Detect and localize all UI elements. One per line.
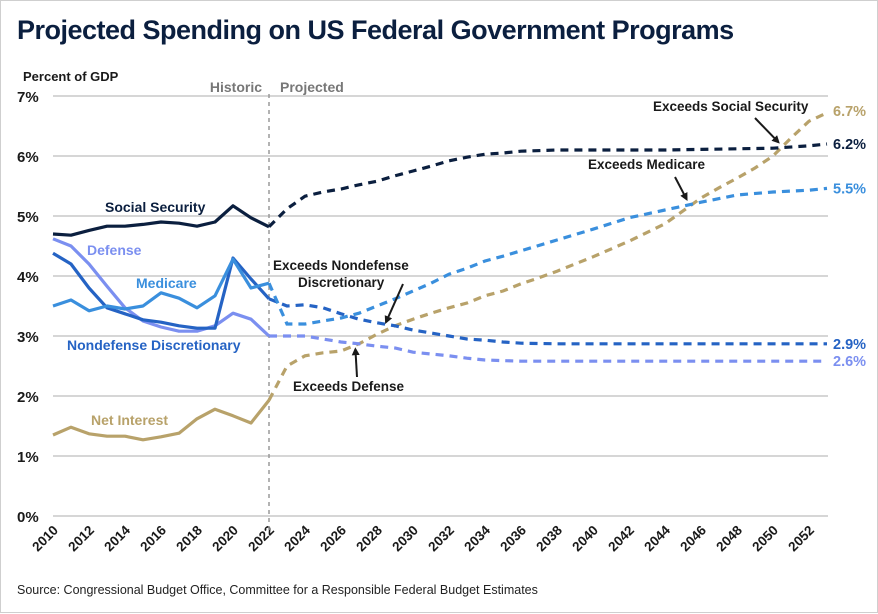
y-tick-label: 3% [17,329,39,346]
x-tick-label: 2018 [173,522,205,554]
x-tick-label: 2032 [425,523,457,555]
x-tick-label: 2034 [461,522,493,554]
x-tick-label: 2012 [65,523,97,555]
annotation-text: Exceeds Social Security [653,99,809,114]
defense-label: Defense [87,242,142,258]
projected-label: Projected [280,79,344,95]
x-tick-label: 2022 [245,523,277,555]
y-tick-label: 4% [17,269,39,286]
y-axis-label: Percent of GDP [23,69,119,84]
annotation-arrow [674,176,688,201]
medicare-label: Medicare [136,275,197,291]
defense-end-value: 2.6% [833,354,866,370]
net-interest-label: Net Interest [91,412,168,428]
x-tick-label: 2024 [281,522,313,554]
y-tick-label: 5% [17,209,39,226]
net-interest-historic-line [52,399,271,442]
x-tick-label: 2046 [677,522,709,554]
medicare-historic-line [52,257,270,313]
x-tick-label: 2026 [317,522,349,554]
nondefense-discretionary-label: Nondefense Discretionary [67,337,241,353]
gridlines [53,95,828,517]
x-tick-label: 2010 [29,523,61,555]
annotations: Exceeds Defense Exceeds Nondefense Discret… [273,99,809,394]
annotation-text: Exceeds Medicare [588,157,706,172]
y-axis-ticks: 0% 1% 2% 3% 4% 5% 6% 7% [17,89,39,526]
series-labels: Social Security 6.2% Medicare 5.5% Defense 2.… [67,104,866,428]
x-axis-ticks: 2010 2012 2014 2016 2018 2020 2022 2024 2026 2028… [29,522,817,554]
x-tick-label: 2042 [605,523,637,555]
source-note: Source: Congressional Budget Office, Com… [17,583,538,597]
nondefense-discretionary-projected-line [268,297,827,346]
defense-projected-line [269,334,827,363]
x-tick-label: 2048 [713,522,745,554]
medicare-projected-line [267,186,828,326]
x-tick-label: 2044 [641,522,673,554]
x-tick-label: 2016 [137,522,169,554]
x-tick-label: 2020 [209,523,241,555]
medicare-end-value: 5.5% [833,181,866,197]
annotation-text: Discretionary [298,275,385,290]
net-interest-projected-line [267,111,828,401]
annotation-text: Exceeds Nondefense [273,258,409,273]
annotation-arrow [754,117,780,144]
annotation-arrow [351,347,360,378]
x-tick-label: 2050 [749,523,781,555]
x-tick-label: 2028 [353,522,385,554]
social-security-end-value: 6.2% [833,137,866,153]
x-tick-label: 2038 [533,522,565,554]
x-tick-label: 2052 [785,523,817,555]
y-tick-label: 7% [17,89,39,106]
social-security-historic-line [52,204,270,237]
defense-historic-line [52,237,271,338]
social-security-label: Social Security [105,199,206,215]
x-tick-label: 2014 [101,522,133,554]
x-tick-label: 2030 [389,523,421,555]
annotation-text: Exceeds Defense [293,379,405,394]
historic-label: Historic [210,79,262,95]
nondefense-discretionary-end-value: 2.9% [833,337,866,353]
y-tick-label: 6% [17,149,39,166]
annotation-arrow [384,283,404,325]
y-tick-label: 0% [17,509,39,526]
x-tick-label: 2040 [569,523,601,555]
y-tick-label: 1% [17,449,39,466]
chart-title: Projected Spending on US Federal Governm… [17,15,734,45]
net-interest-end-value: 6.7% [833,104,866,120]
x-tick-label: 2036 [497,522,529,554]
series-lines [52,111,828,442]
y-tick-label: 2% [17,389,39,406]
social-security-projected-line [267,142,828,228]
